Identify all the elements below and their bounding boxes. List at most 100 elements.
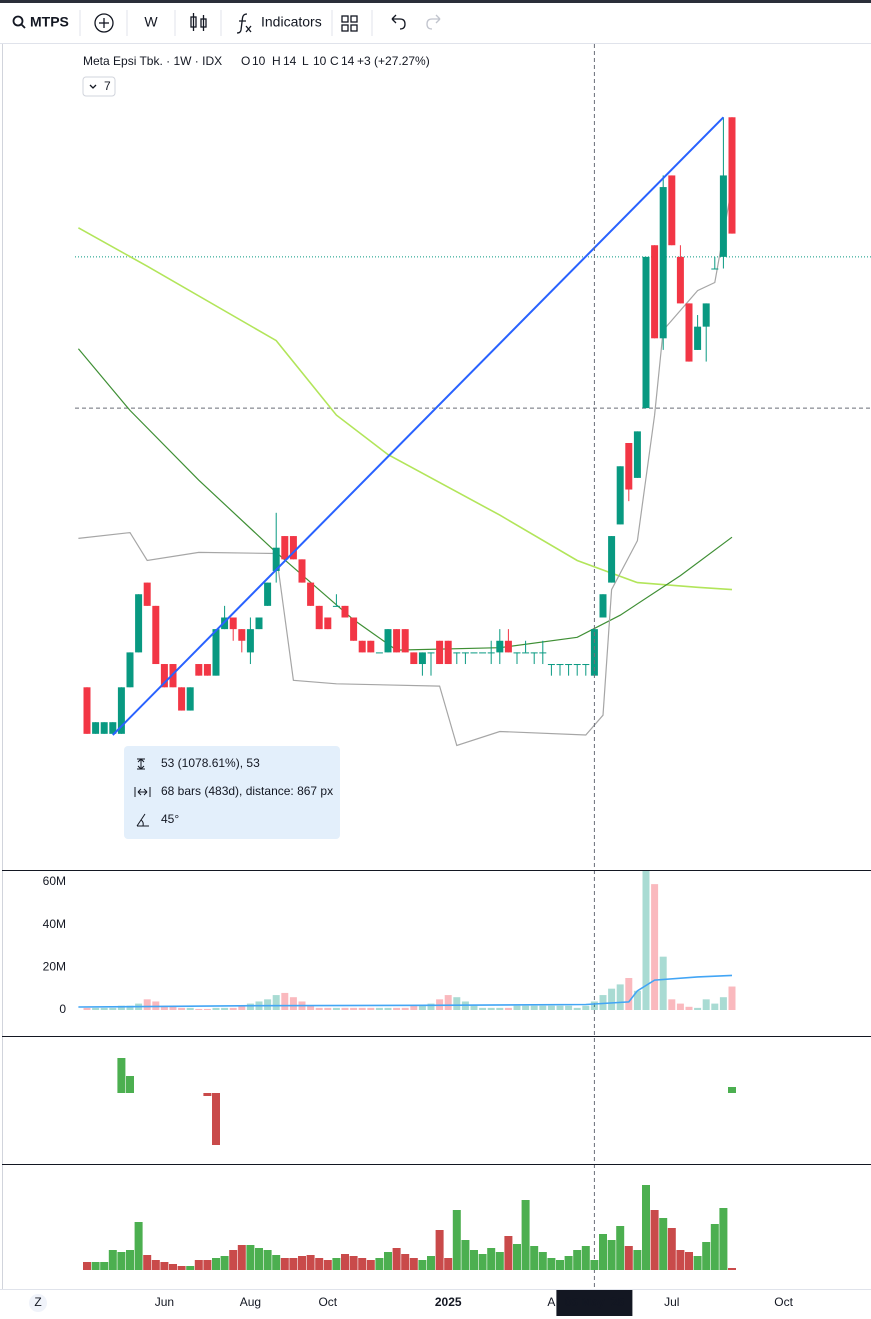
candle-body — [728, 117, 736, 234]
trend-line — [112, 116, 725, 736]
candle-body — [582, 664, 590, 666]
volume-bar — [522, 1005, 530, 1010]
candle-body — [195, 664, 203, 676]
histogram-bar — [607, 1240, 616, 1270]
indicator-line — [78, 227, 733, 591]
candle-body — [341, 605, 349, 618]
candle-body — [642, 256, 650, 409]
histogram-bar — [581, 1246, 590, 1270]
candle-body — [281, 536, 289, 560]
legend-field-label: L — [302, 54, 309, 68]
volume-bar — [453, 997, 461, 1010]
indicators-button[interactable]: Indicators — [236, 13, 322, 34]
volume-tick-label: 20M — [43, 960, 66, 974]
candle-body — [496, 640, 504, 653]
legend-field-value: 14 — [341, 54, 355, 68]
histogram-bar — [392, 1248, 401, 1270]
histogram-bar — [624, 1246, 633, 1270]
candle-body — [487, 652, 495, 654]
histogram-bar — [650, 1210, 659, 1270]
candle-body — [178, 687, 186, 711]
interval[interactable]: W — [144, 14, 158, 30]
layouts-button[interactable] — [341, 15, 358, 32]
volume-bar — [367, 1007, 375, 1010]
candle-body — [719, 175, 727, 257]
histogram-bar — [719, 1208, 728, 1270]
volume-bar — [590, 1001, 598, 1010]
candle-body — [160, 664, 168, 688]
candle-body — [676, 256, 684, 304]
volume-bar — [599, 995, 607, 1010]
volume-bar — [203, 1008, 211, 1010]
volume-bar — [92, 1007, 100, 1010]
histogram-bar — [323, 1260, 332, 1270]
symbol[interactable]: MTPS — [30, 14, 69, 30]
oscillator-bar — [126, 1076, 134, 1093]
histogram-bar — [470, 1250, 478, 1270]
indicator-count[interactable]: 7 — [104, 79, 111, 93]
histogram-bar — [212, 1258, 220, 1270]
candle-body — [513, 652, 521, 654]
volume-bar — [496, 1007, 504, 1010]
volume-bar — [608, 988, 616, 1010]
volume-bar — [418, 1005, 426, 1010]
time-axis: Jun Aug Oct 2025 A Jul Oct 05 May '25 — [155, 1290, 794, 1316]
histogram-bar — [702, 1242, 711, 1270]
redo-button[interactable] — [426, 14, 441, 30]
indicator-toggle[interactable]: 7 — [82, 76, 116, 97]
zoom-button[interactable]: Z — [29, 1294, 47, 1312]
histogram-bar — [160, 1262, 169, 1270]
chart-type-button[interactable] — [190, 13, 207, 31]
histogram-bar — [530, 1246, 539, 1270]
candle-body — [109, 722, 117, 734]
histogram-bar — [547, 1258, 556, 1270]
volume-bar — [539, 1005, 547, 1010]
volume-bar — [212, 1007, 220, 1010]
volume-bar — [246, 1003, 254, 1010]
histogram-bar — [280, 1258, 289, 1270]
volume-bar — [444, 995, 452, 1010]
histogram-bar — [452, 1210, 461, 1270]
volume-bar — [264, 999, 272, 1010]
histogram-bar — [599, 1234, 607, 1270]
volume-bar — [582, 1005, 590, 1010]
candle-body — [479, 652, 487, 654]
volume-bar — [487, 1007, 495, 1010]
candle-body — [350, 617, 358, 641]
volume-bar — [143, 999, 151, 1010]
volume-bar — [728, 986, 736, 1010]
candle-body — [590, 629, 598, 676]
measure-angle: 45° — [161, 812, 179, 826]
candle-body — [324, 617, 332, 630]
candle-body — [659, 187, 667, 339]
volume-bar — [324, 1007, 332, 1010]
histogram-bar — [409, 1258, 418, 1270]
volume-bar — [702, 999, 710, 1010]
candle-body — [238, 629, 246, 641]
candle-body — [307, 582, 315, 606]
candle-body — [212, 629, 220, 676]
candle-body — [616, 466, 624, 525]
symbol-search[interactable]: MTPS — [12, 14, 69, 30]
candle-body — [393, 629, 401, 653]
candle-body — [186, 687, 194, 711]
compare-button[interactable] — [94, 13, 114, 33]
volume-bar — [668, 999, 676, 1010]
histogram-bar — [642, 1185, 650, 1270]
histogram-bar — [616, 1226, 625, 1270]
histogram-bar — [495, 1252, 504, 1270]
indicators-label[interactable]: Indicators — [261, 14, 322, 30]
volume-bar — [642, 871, 650, 1010]
volume-bar — [221, 1007, 229, 1010]
histogram-bar — [521, 1200, 530, 1270]
zoom-label[interactable]: Z — [34, 1295, 41, 1309]
x-tick-label: Oct — [774, 1295, 793, 1309]
volume-bar — [651, 884, 659, 1010]
candle-body — [633, 431, 641, 478]
volume-bar — [427, 1003, 435, 1010]
histogram-bar — [504, 1236, 513, 1270]
histogram-bar — [564, 1256, 573, 1270]
volume-bar — [565, 1005, 573, 1010]
undo-button[interactable] — [391, 14, 406, 30]
